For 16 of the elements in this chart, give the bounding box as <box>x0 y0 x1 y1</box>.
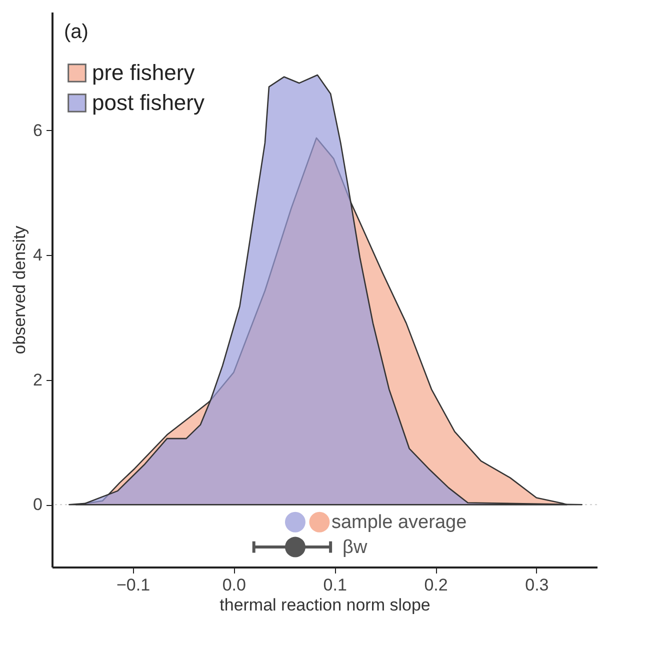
x-tick-label: 0.1 <box>323 576 347 594</box>
y-tick-label: 2 <box>33 370 42 390</box>
legend-label: pre fishery <box>92 60 195 85</box>
y-tick-label: 6 <box>33 120 42 140</box>
y-axis-title: observed density <box>10 225 30 354</box>
x-tick-label: 0.3 <box>525 576 549 594</box>
legend-label: post fishery <box>92 90 204 115</box>
annotation: (a) <box>64 21 88 43</box>
x-axis-title: thermal reaction norm slope <box>220 596 430 614</box>
annotation: βw <box>342 537 368 558</box>
x-tick-label: 0.0 <box>222 576 246 594</box>
annotation: sample average <box>331 512 467 534</box>
x-tick-label: 0.2 <box>424 576 448 594</box>
y-tick-label: 0 <box>33 495 42 514</box>
y-tick-label: 4 <box>33 246 42 265</box>
x-tick-label: −0.1 <box>116 576 150 594</box>
